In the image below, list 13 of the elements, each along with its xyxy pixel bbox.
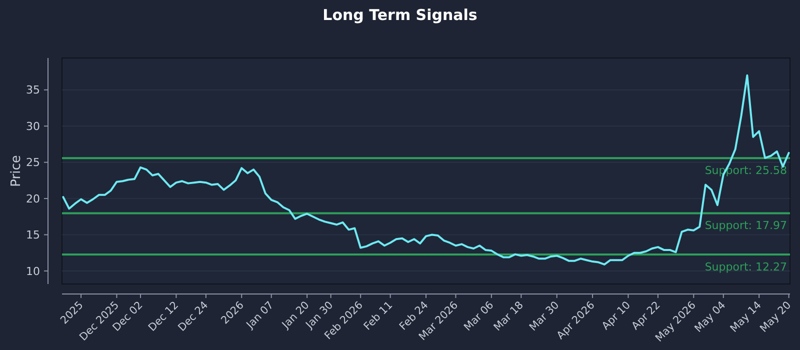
y-tick-label: 35 — [26, 84, 40, 97]
y-tick-label: 15 — [26, 228, 40, 242]
y-tick-label: 20 — [26, 192, 40, 206]
y-tick-label: 25 — [26, 156, 40, 170]
x-tick-label: Jan 07 — [244, 299, 276, 332]
y-axis-title: Price — [9, 155, 24, 187]
x-tick-label: Mar 18 — [492, 299, 526, 334]
chart-title: Long Term Signals — [322, 6, 478, 24]
ref-line-label: Support: 12.27 — [704, 260, 787, 274]
y-tick-label: 30 — [26, 120, 40, 133]
ref-line-label: Support: 17.97 — [704, 219, 787, 232]
x-tick-label: Feb 11 — [362, 299, 396, 333]
y-tick-label: 10 — [26, 264, 40, 278]
